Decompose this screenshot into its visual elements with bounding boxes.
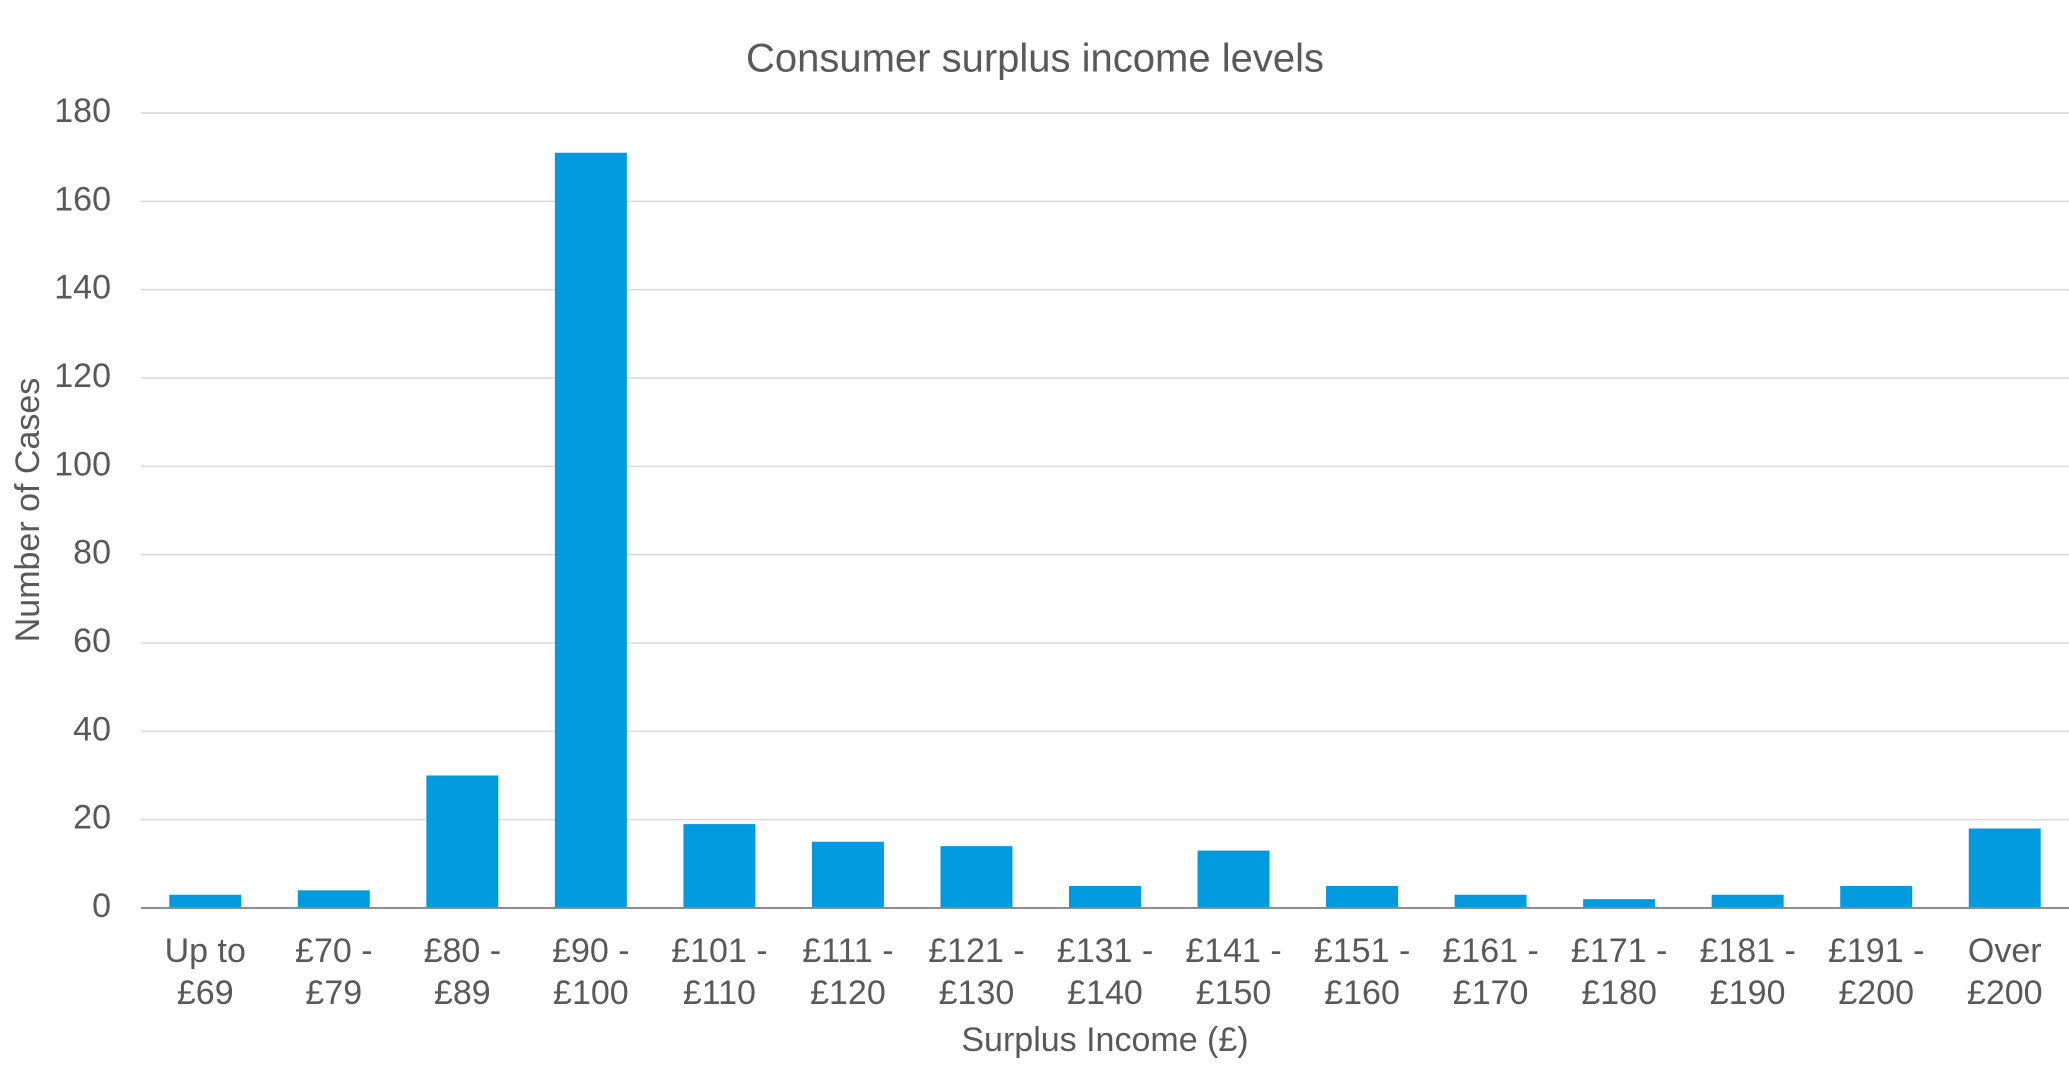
x-tick-label: £121 -£130	[928, 932, 1024, 1012]
bar	[426, 775, 499, 908]
y-tick-label: 120	[54, 357, 111, 395]
x-axis-title: Surplus Income (£)	[961, 1021, 1248, 1059]
bar	[683, 824, 756, 908]
bar	[811, 841, 884, 908]
bar	[940, 846, 1013, 908]
bar	[297, 890, 370, 908]
x-tick-label: £181 -£190	[1699, 932, 1795, 1012]
y-tick-label: 20	[73, 799, 111, 837]
bar	[1968, 828, 2041, 908]
y-axis-title: Number of Cases	[9, 378, 47, 643]
y-tick-label: 160	[54, 180, 111, 218]
y-tick-label: 100	[54, 445, 111, 483]
x-tick-label: £111 -£120	[802, 932, 893, 1012]
x-tick-label: £151 -£160	[1314, 932, 1410, 1012]
x-tick-label: £141 -£150	[1185, 932, 1281, 1012]
bar	[1840, 885, 1913, 908]
bar	[1711, 894, 1784, 908]
y-tick-label: 140	[54, 269, 111, 307]
x-tick-label: £80 -£89	[424, 932, 502, 1012]
x-tick-label: £101 -£110	[671, 932, 767, 1012]
y-tick-label: 60	[73, 622, 111, 660]
chart-title: Consumer surplus income levels	[746, 37, 1324, 81]
bar	[1454, 894, 1527, 908]
y-tick-label: 0	[92, 887, 111, 925]
y-tick-label: 80	[73, 534, 111, 572]
x-tick-label: £191 -£200	[1828, 932, 1924, 1012]
x-tick-label: £70 -£79	[295, 932, 373, 1012]
x-tick-label: Up to £69	[165, 932, 246, 1012]
x-tick-label: Over £200	[1967, 932, 2043, 1012]
bar	[1069, 885, 1141, 908]
bar	[1583, 899, 1656, 908]
bar	[554, 152, 627, 908]
bar	[1326, 885, 1399, 908]
x-tick-label: £171 -£180	[1571, 932, 1667, 1012]
x-tick-label: £161 -£170	[1442, 932, 1538, 1012]
y-tick-label: 180	[54, 92, 111, 130]
x-tick-label: £131 -£140	[1057, 932, 1153, 1012]
x-tick-label: £90 -£100	[552, 932, 630, 1012]
bar	[169, 894, 242, 908]
y-tick-label: 40	[73, 710, 111, 748]
bar	[1197, 850, 1270, 908]
